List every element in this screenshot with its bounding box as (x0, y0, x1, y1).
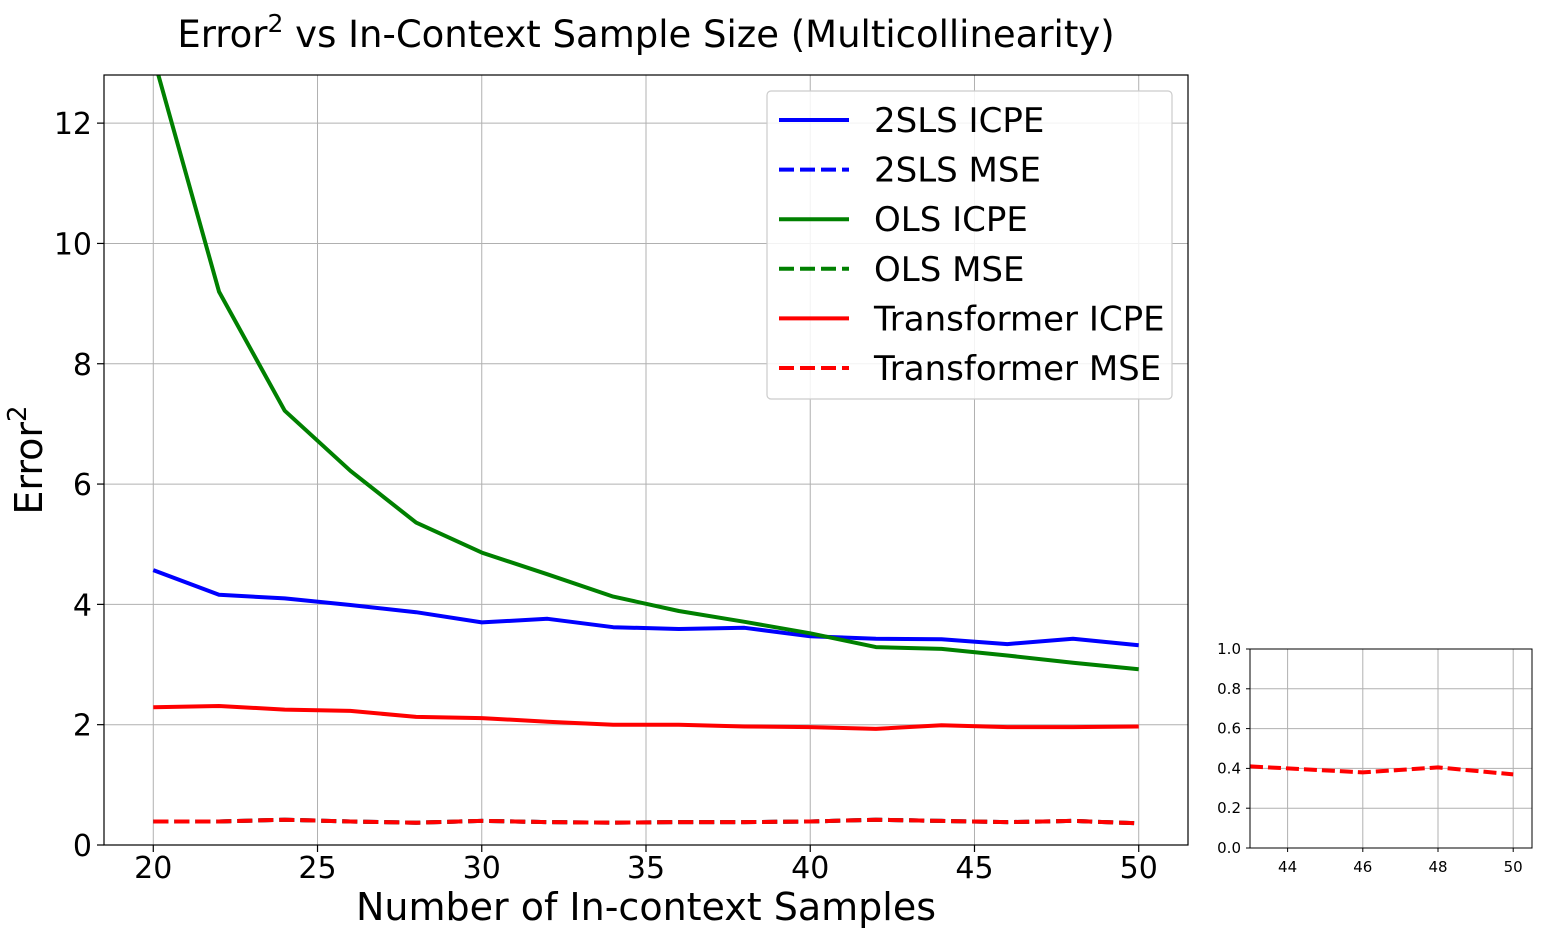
main-x-tick-label: 25 (298, 851, 336, 886)
main-x-tick-label: 45 (955, 851, 993, 886)
main-x-tick-label: 30 (463, 851, 501, 886)
main-series-group (152, 75, 1139, 826)
main-y-tick-label: 2 (73, 709, 92, 744)
inset-y-tick-label: 0.0 (1217, 839, 1241, 857)
y-axis-label-superscript: 2 (3, 405, 33, 422)
inset-y-tick-label: 0.8 (1217, 680, 1241, 698)
chart-title-superscript: 2 (268, 9, 284, 38)
chart-title-main: Error (177, 13, 268, 56)
main-y-tick-label: 12 (54, 107, 92, 142)
legend-box (766, 90, 1173, 400)
chart-title: Error2 vs In-Context Sample Size (Multic… (177, 9, 1114, 56)
legend-label-ols-mse: OLS MSE (874, 250, 1025, 290)
main-x-tick-label: 20 (134, 851, 172, 886)
inset-series-group (1250, 764, 1514, 777)
main-y-tick-label: 6 (73, 468, 92, 503)
main-y-tick-label: 4 (73, 588, 92, 623)
inset-x-tick-label: 50 (1504, 858, 1523, 876)
y-axis-label-main: Error (7, 422, 51, 515)
main-y-tick-label: 8 (73, 348, 92, 383)
inset-y-tick-label: 0.4 (1217, 759, 1241, 777)
series-line-2sls-icpe (152, 568, 1139, 648)
y-axis-label: Error2 (3, 405, 51, 514)
inset-x-tick-label: 46 (1353, 858, 1372, 876)
main-y-tick-label: 0 (73, 829, 92, 864)
legend-label-2sls-icpe: 2SLS ICPE (874, 101, 1044, 141)
main-x-tick-label: 40 (791, 851, 829, 886)
main-axis-ticks: 20 25 30 35 40 45 50 0 2 4 6 8 10 12 (54, 107, 1158, 886)
legend: 2SLS ICPE 2SLS MSE OLS ICPE OLS MSE Transfor… (766, 90, 1173, 400)
inset-series-line-transformer-mse (1250, 764, 1514, 777)
inset-y-tick-label: 1.0 (1217, 640, 1241, 658)
main-x-tick-label: 35 (627, 851, 665, 886)
series-line-ols-icpe (156, 75, 1139, 672)
legend-label-transformer-icpe: Transformer ICPE (873, 299, 1165, 339)
main-x-tick-label: 50 (1120, 851, 1158, 886)
legend-label-transformer-mse: Transformer MSE (873, 349, 1161, 389)
inset-plot-frame (1249, 648, 1533, 849)
inset-x-tick-label: 44 (1278, 858, 1297, 876)
inset-grid (1250, 648, 1532, 849)
legend-label-2sls-mse: 2SLS MSE (874, 151, 1041, 191)
inset-y-tick-label: 0.6 (1217, 720, 1241, 738)
legend-label-ols-icpe: OLS ICPE (874, 200, 1028, 240)
inset-y-tick-label: 0.2 (1217, 799, 1241, 817)
inset-axis-ticks: 44 46 48 50 0.0 0.2 0.4 0.6 0.8 1.0 (1217, 640, 1523, 876)
series-line-transformer-icpe (153, 704, 1139, 731)
inset-x-tick-label: 48 (1428, 858, 1447, 876)
chart-title-rest: vs In-Context Sample Size (Multicollinea… (283, 13, 1114, 56)
main-y-tick-label: 10 (54, 227, 92, 262)
x-axis-label: Number of In-context Samples (356, 885, 936, 929)
series-line-transformer-mse (153, 817, 1139, 826)
